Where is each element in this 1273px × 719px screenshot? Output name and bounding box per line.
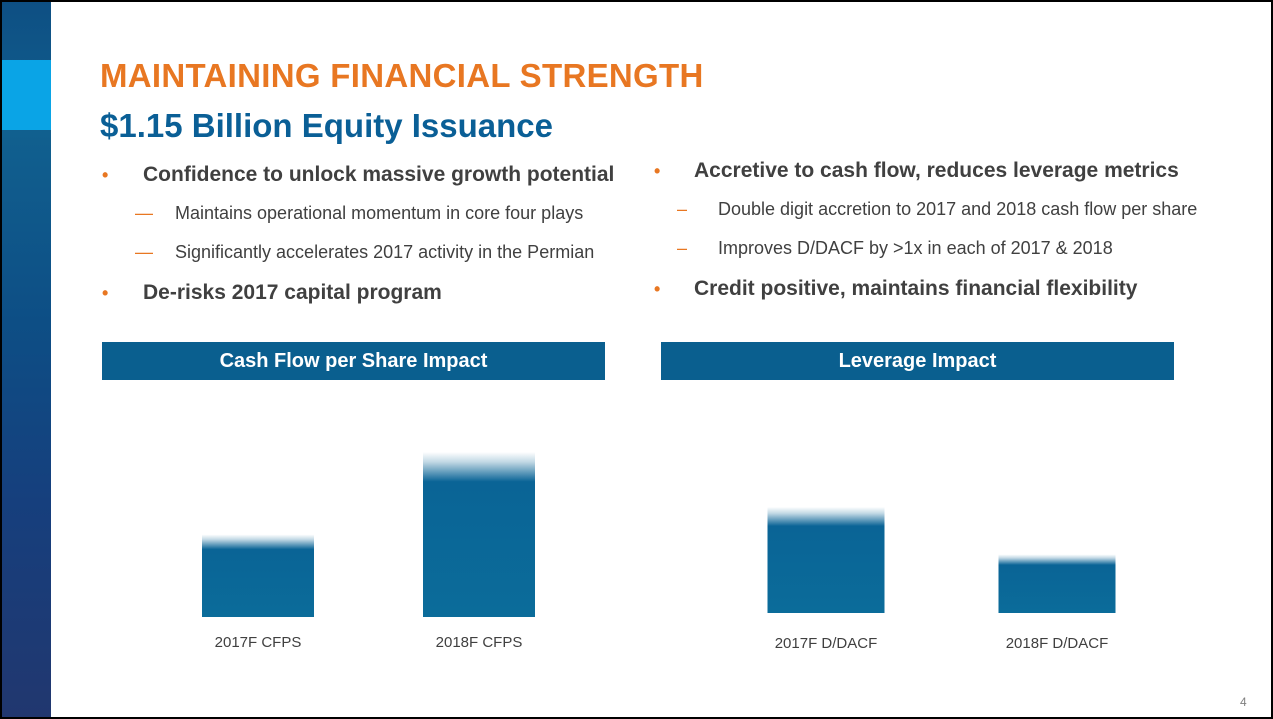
sub-bullet-text: Significantly accelerates 2017 activity …: [175, 242, 595, 262]
page-number: 4: [1240, 695, 1247, 709]
bullet-text: Accretive to cash flow, reduces leverage…: [694, 159, 1179, 182]
bullet-item: • De-risks 2017 capital program: [102, 278, 622, 318]
bar-cfps-0: [202, 534, 314, 617]
page-subtitle: $1.15 Billion Equity Issuance: [100, 107, 553, 144]
bar-leverage-1: [998, 554, 1116, 613]
bullet-dot-icon: •: [102, 165, 109, 185]
category-label: 2018F CFPS: [436, 634, 523, 651]
chart-header-cash-flow: Cash Flow per Share Impact: [102, 342, 605, 380]
sub-bullet-item: — Maintains operational momentum in core…: [102, 200, 622, 239]
dash-icon: –: [677, 238, 688, 258]
bullet-item: • Accretive to cash flow, reduces levera…: [654, 156, 1214, 196]
sub-bullet-text: Maintains operational momentum in core f…: [175, 203, 584, 223]
sub-bullet-text: Improves D/DACF by >1x in each of 2017 &…: [718, 238, 1113, 258]
dash-icon: –: [677, 199, 688, 219]
bullet-item: • Confidence to unlock massive growth po…: [102, 160, 622, 200]
dash-icon: —: [135, 203, 153, 223]
sub-bullet-item: – Double digit accretion to 2017 and 201…: [654, 196, 1214, 235]
bullet-text: Confidence to unlock massive growth pote…: [143, 163, 615, 186]
bar-cfps-1: [423, 452, 535, 617]
sub-bullet-text: Double digit accretion to 2017 and 2018 …: [718, 199, 1198, 219]
bar-leverage-0: [767, 507, 885, 613]
side-accent: [2, 60, 51, 130]
category-label: 2017F CFPS: [215, 634, 302, 651]
bullet-dot-icon: •: [654, 279, 661, 299]
bullet-dot-icon: •: [102, 283, 109, 303]
bullet-dot-icon: •: [654, 161, 661, 181]
dash-icon: —: [135, 242, 153, 262]
category-label: 2018F D/DACF: [1006, 635, 1109, 652]
left-bullet-list: • Confidence to unlock massive growth po…: [102, 160, 622, 318]
bullet-text: De-risks 2017 capital program: [143, 281, 442, 304]
page-title: MAINTAINING FINANCIAL STRENGTH: [100, 57, 704, 94]
category-label: 2017F D/DACF: [775, 635, 878, 652]
right-bullet-list: • Accretive to cash flow, reduces levera…: [654, 156, 1214, 314]
bullet-item: • Credit positive, maintains financial f…: [654, 274, 1214, 314]
sub-bullet-item: – Improves D/DACF by >1x in each of 2017…: [654, 235, 1214, 274]
sub-bullet-item: — Significantly accelerates 2017 activit…: [102, 239, 622, 278]
chart-header-leverage: Leverage Impact: [661, 342, 1174, 380]
bullet-text: Credit positive, maintains financial fle…: [694, 277, 1138, 300]
